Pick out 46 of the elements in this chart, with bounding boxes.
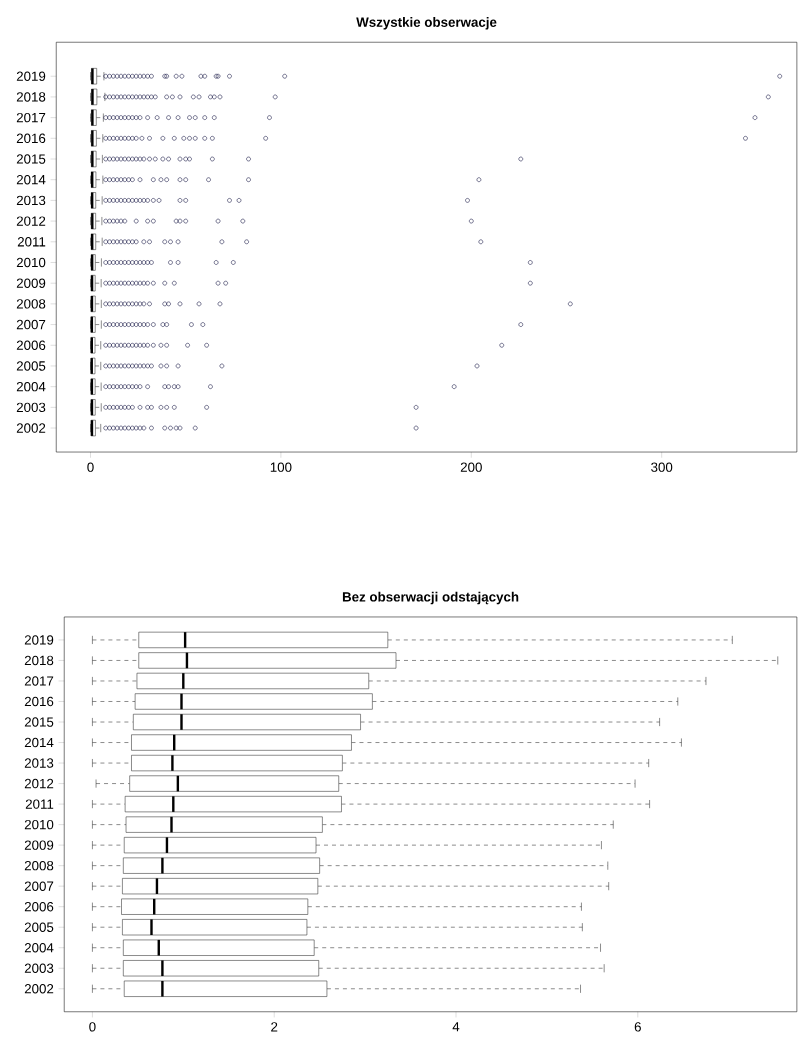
y-tick-label: 2003 [24,963,54,973]
y-tick-label: 2005 [16,361,46,371]
x-tick-label: 200 [460,462,482,472]
y-tick-label: 2011 [25,799,54,809]
chart-title: Bez obserwacji odstających [342,591,519,605]
x-tick-label: 0 [87,462,94,472]
y-tick-label: 2015 [24,717,54,727]
y-tick-label: 2007 [16,319,46,330]
y-tick-label: 2013 [24,758,54,768]
x-tick-label: 2 [271,1022,278,1032]
y-tick-label: 2008 [24,860,54,871]
y-tick-label: 2016 [24,696,54,707]
y-tick-label: 2018 [24,655,54,666]
y-tick-label: 2019 [24,635,54,645]
y-tick-label: 2007 [24,881,54,891]
y-tick-label: 2008 [16,299,46,309]
y-tick-label: 2011 [17,237,46,247]
y-tick-label: 2009 [16,278,46,288]
chart-title: Wszystkie obserwacje [356,17,497,30]
x-tick-label: 6 [634,1022,641,1032]
y-tick-label: 2016 [16,133,46,144]
x-tick-label: 100 [270,462,292,472]
y-tick-label: 2006 [24,901,54,912]
y-tick-label: 2006 [16,340,46,350]
x-tick-label: 4 [452,1022,460,1032]
y-tick-label: 2013 [16,195,46,206]
x-tick-label: 0 [89,1022,96,1032]
y-tick-label: 2017 [16,112,46,123]
y-tick-label: 2010 [16,257,46,268]
y-tick-label: 2015 [16,154,46,164]
y-tick-label: 2017 [24,676,54,686]
x-tick-label: 300 [651,462,673,472]
y-tick-label: 2014 [24,737,54,748]
y-tick-label: 2005 [24,922,54,932]
y-tick-label: 2009 [24,840,54,850]
y-tick-label: 2018 [16,92,46,102]
y-tick-label: 2002 [24,984,54,994]
y-tick-label: 2003 [16,402,46,413]
y-tick-label: 2012 [24,778,54,789]
y-tick-label: 2014 [16,174,46,185]
y-tick-label: 2019 [16,71,46,81]
y-tick-label: 2002 [16,423,46,433]
y-tick-label: 2012 [16,216,46,226]
y-tick-label: 2004 [16,381,46,392]
y-tick-label: 2010 [24,819,54,830]
y-tick-label: 2004 [24,943,54,953]
